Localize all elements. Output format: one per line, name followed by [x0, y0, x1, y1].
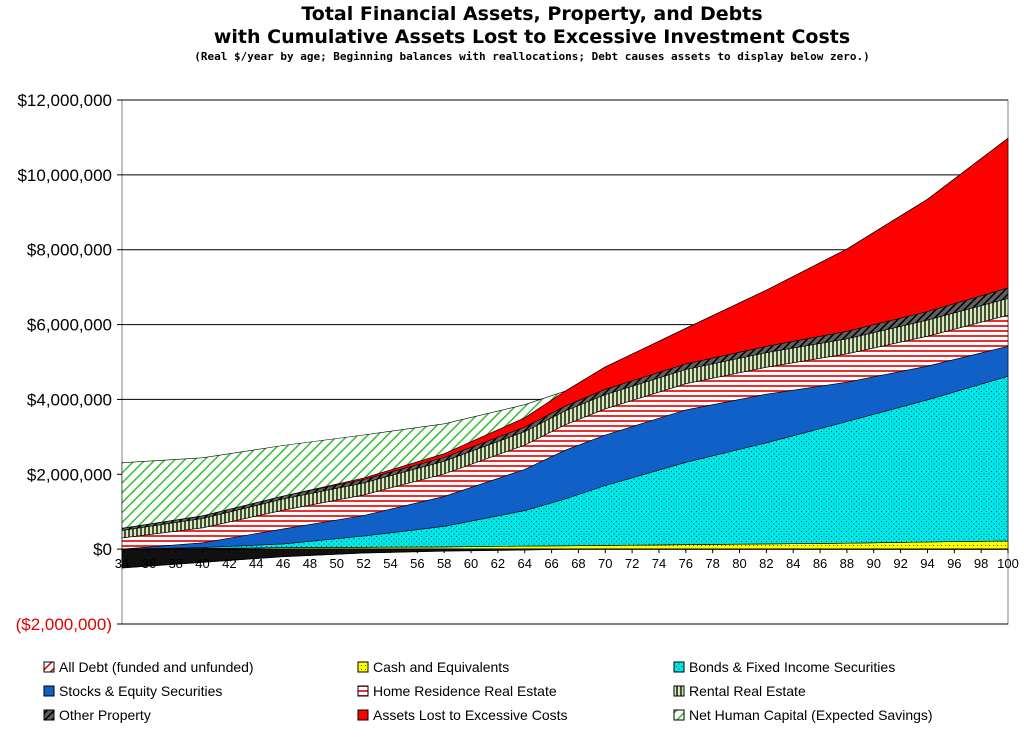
y-tick-label: $8,000,000 [27, 241, 112, 260]
y-tick-label: $10,000,000 [17, 166, 112, 185]
chart-subtitle: (Real $/year by age; Beginning balances … [194, 50, 870, 63]
x-axis-ticks: 34 36 38 40 42 44 46 48 50 52 54 56 58 60 62 64 66 68 70 72… [115, 549, 1019, 571]
x-tick-label: 100 [997, 556, 1019, 571]
x-tick-label: 46 [276, 556, 290, 571]
legend-swatch [673, 685, 685, 697]
x-tick-label: 98 [974, 556, 988, 571]
x-tick-label: 74 [652, 556, 666, 571]
x-tick-label: 44 [249, 556, 263, 571]
x-tick-label: 80 [732, 556, 746, 571]
y-tick-label: $4,000,000 [27, 390, 112, 409]
x-tick-label: 66 [544, 556, 558, 571]
x-tick-label: 90 [867, 556, 881, 571]
chart-title-line-2: with Cumulative Assets Lost to Excessive… [214, 26, 850, 48]
x-tick-label: 78 [705, 556, 719, 571]
x-tick-label: 50 [330, 556, 344, 571]
y-tick-label: $6,000,000 [27, 316, 112, 335]
legend-swatch [357, 685, 369, 697]
area-series-8 [121, 137, 1009, 529]
x-tick-label: 76 [679, 556, 693, 571]
legend-label: Stocks & Equity Securities [59, 683, 222, 699]
x-tick-label: 58 [437, 556, 451, 571]
x-tick-label: 88 [840, 556, 854, 571]
x-tick-label: 94 [920, 556, 934, 571]
legend-swatch [673, 709, 685, 721]
legend-swatch [357, 661, 369, 673]
x-tick-label: 68 [571, 556, 585, 571]
x-tick-label: 92 [893, 556, 907, 571]
x-tick-label: 36 [142, 556, 156, 571]
x-tick-label: 48 [303, 556, 317, 571]
y-tick-label: $0 [93, 540, 112, 559]
x-tick-label: 52 [356, 556, 370, 571]
legend-label: Rental Real Estate [689, 683, 806, 699]
y-tick-label: $12,000,000 [17, 91, 112, 110]
x-tick-label: 84 [786, 556, 800, 571]
x-tick-label: 64 [517, 556, 531, 571]
x-tick-label: 86 [813, 556, 827, 571]
legend-label: Net Human Capital (Expected Savings) [689, 707, 933, 723]
x-tick-label: 56 [410, 556, 424, 571]
chart-title: Total Financial Assets, Property, and De… [301, 3, 762, 25]
x-tick-label: 38 [168, 556, 182, 571]
legend-swatch [673, 661, 685, 673]
x-tick-label: 70 [598, 556, 612, 571]
x-tick-label: 60 [464, 556, 478, 571]
stacked-areas [121, 137, 1009, 569]
x-tick-label: 40 [195, 556, 209, 571]
y-axis-ticks: $12,000,000 $10,000,000 $8,000,000 $6,000,0… [16, 91, 122, 634]
legend-label: Other Property [59, 707, 151, 723]
y-tick-label: ($2,000,000) [16, 615, 112, 634]
y-tick-label: $2,000,000 [27, 465, 112, 484]
x-tick-label: 42 [222, 556, 236, 571]
x-tick-label: 62 [491, 556, 505, 571]
legend-label: Bonds & Fixed Income Securities [689, 659, 895, 675]
legend: All Debt (funded and unfunded) Cash and E… [43, 659, 933, 723]
legend-label: Cash and Equivalents [373, 659, 509, 675]
legend-label: All Debt (funded and unfunded) [59, 659, 254, 675]
x-tick-label: 96 [947, 556, 961, 571]
x-tick-label: 72 [625, 556, 639, 571]
legend-swatch [43, 661, 55, 673]
legend-swatch [43, 709, 55, 721]
legend-label: Home Residence Real Estate [373, 683, 557, 699]
legend-swatch [43, 685, 55, 697]
legend-swatch [357, 709, 369, 721]
x-tick-label: 82 [759, 556, 773, 571]
x-tick-label: 34 [115, 556, 129, 571]
x-tick-label: 54 [383, 556, 397, 571]
legend-label: Assets Lost to Excessive Costs [373, 707, 568, 723]
